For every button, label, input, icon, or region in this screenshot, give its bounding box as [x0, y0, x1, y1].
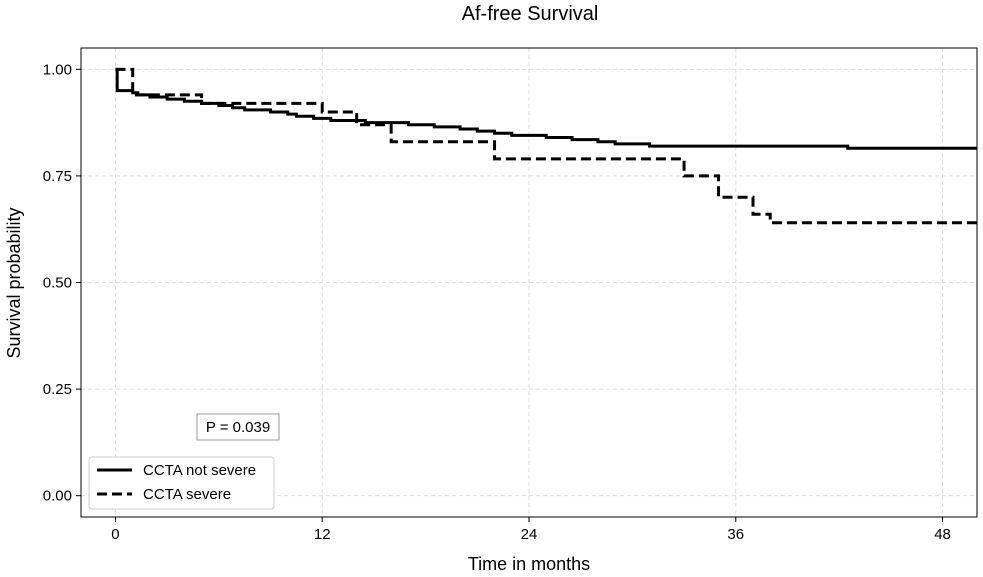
x-tick-label: 12 [314, 526, 331, 543]
y-tick-label: 0.75 [43, 168, 72, 185]
p-value-text: P = 0.039 [206, 419, 270, 436]
y-axis-ticks: 0.00 0.25 0.50 0.75 1.00 [43, 61, 81, 505]
p-value-annotation: P = 0.039 [196, 413, 280, 441]
y-tick-label: 0.50 [43, 275, 72, 292]
y-tick-label: 0.25 [43, 381, 72, 398]
y-tick-label: 1.00 [43, 61, 72, 78]
legend-label-not-severe: CCTA not severe [143, 462, 256, 479]
x-axis-label: Time in months [468, 554, 590, 574]
legend-label-severe: CCTA severe [143, 486, 231, 503]
grid-lines [81, 48, 977, 517]
legend-frame [88, 456, 275, 510]
series-line-ccta-severe [115, 67, 977, 225]
legend: CCTA not severe CCTA severe [88, 456, 275, 510]
y-axis-label: Survival probability [4, 207, 24, 358]
p-value-box [196, 413, 280, 441]
x-tick-label: 36 [727, 526, 744, 543]
x-tick-label: 48 [934, 526, 951, 543]
x-tick-label: 0 [111, 526, 119, 543]
chart-title: Af-free Survival [462, 3, 599, 25]
series-line-ccta-not-severe [115, 67, 977, 150]
x-axis-ticks: 0 12 24 36 48 [111, 517, 951, 543]
y-tick-label: 0.00 [43, 488, 72, 505]
survival-curves [115, 67, 977, 225]
x-tick-label: 24 [521, 526, 538, 543]
